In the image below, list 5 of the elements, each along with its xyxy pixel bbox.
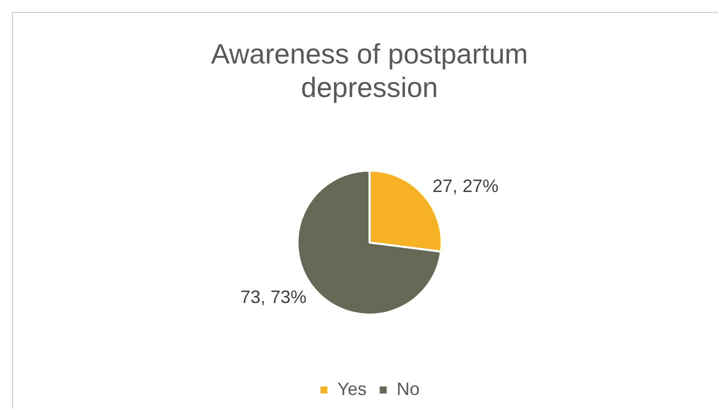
data-label: 27, 27% — [432, 176, 499, 196]
data-label: 73, 73% — [240, 287, 306, 308]
legend-label: No — [396, 378, 420, 399]
chart-title: Awareness of postpartum depression — [211, 38, 528, 104]
legend-label: Yes — [337, 378, 367, 399]
